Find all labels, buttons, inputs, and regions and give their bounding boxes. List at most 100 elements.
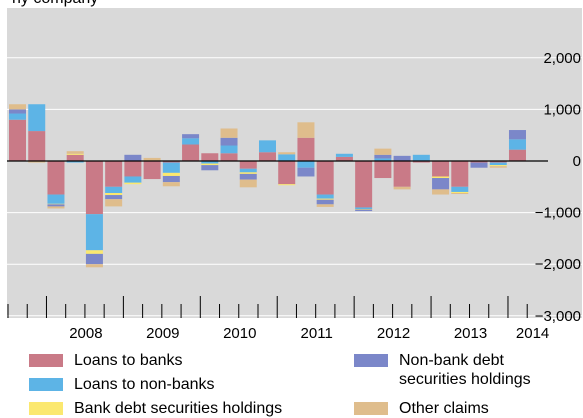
bar-segment	[355, 207, 373, 209]
bar-segment	[432, 161, 450, 177]
bar-segment	[393, 155, 411, 161]
bar-segment	[489, 166, 507, 168]
bar-segment	[47, 206, 65, 209]
bar-segment	[47, 203, 65, 205]
y-tick-label: 1,000	[543, 101, 581, 118]
bar-segment	[182, 144, 200, 161]
bar-segment	[105, 161, 123, 187]
bar-segment	[105, 199, 123, 207]
bar-segment	[143, 161, 161, 180]
bar-segment	[47, 194, 65, 204]
bar-segment	[489, 161, 507, 163]
bar-segment	[432, 176, 450, 179]
bar-segment	[297, 167, 315, 177]
bar-segment	[66, 161, 84, 163]
bar-segment	[239, 172, 257, 174]
bar-segment	[201, 165, 219, 171]
bar-segment	[412, 154, 430, 161]
bar-segment	[239, 173, 257, 180]
bar-segment	[451, 186, 469, 192]
bar-segment	[393, 186, 411, 190]
bar-segment	[9, 113, 26, 120]
y-axis: 2,000 1,000 0 −1,000 −2,000 −3,000	[535, 50, 581, 325]
x-tick-label: 2008	[69, 325, 102, 342]
bar-segment	[85, 253, 103, 265]
bar-segment	[28, 131, 46, 161]
bar-segment	[66, 153, 84, 155]
bar-segment	[278, 161, 296, 185]
bar-segment	[432, 178, 450, 190]
x-tick-label: 2011	[301, 325, 333, 342]
bar-segment	[316, 199, 334, 205]
bar-segment	[355, 208, 373, 210]
bar-segment	[220, 145, 238, 154]
bar-segment	[66, 151, 84, 154]
bar-segment	[201, 163, 219, 166]
bar-segment	[124, 161, 142, 177]
bar-segment	[278, 152, 296, 155]
bar-segment	[85, 264, 103, 268]
bar-segment	[220, 137, 238, 146]
bar-segment	[316, 194, 334, 199]
bar-segment	[182, 138, 200, 145]
bar-segment	[316, 161, 334, 195]
bar-segment	[278, 184, 296, 186]
x-tick-label: 2013	[454, 325, 487, 342]
bar-segment	[66, 154, 84, 161]
bar-segment	[220, 128, 238, 138]
bar-segment	[335, 153, 353, 157]
bar-segment	[508, 130, 526, 140]
x-tick-label: 2009	[146, 325, 179, 342]
bar-segment	[297, 137, 315, 161]
bar-segment	[47, 161, 65, 195]
bar-segment	[9, 104, 26, 110]
bars	[9, 104, 526, 268]
bar-segment	[201, 161, 219, 164]
bar-segment	[105, 186, 123, 193]
y-tick-label: −3,000	[535, 308, 581, 325]
bar-segment	[393, 161, 411, 187]
y-tick-label: −1,000	[535, 205, 581, 222]
bar-segment	[182, 134, 200, 139]
bar-segment	[124, 182, 142, 185]
bar-segment	[162, 161, 180, 163]
bar-segment	[258, 152, 276, 161]
bar-segment	[239, 179, 257, 188]
bar-segment	[316, 204, 334, 207]
bar-segment	[201, 153, 219, 161]
bar-segment	[355, 209, 373, 212]
bar-segment	[105, 192, 123, 196]
x-tick-label: 2012	[377, 325, 410, 342]
bar-segment	[124, 176, 142, 183]
bar-segment	[412, 161, 430, 163]
bar-segment	[162, 172, 180, 176]
bar-segment	[470, 161, 488, 163]
bar-segment	[297, 161, 315, 168]
bar-segment	[316, 198, 334, 200]
bar-segment	[508, 139, 526, 150]
bar-segment	[374, 154, 392, 159]
bar-segment	[143, 157, 161, 161]
y-tick-label: −2,000	[535, 256, 581, 273]
bar-segment	[451, 192, 469, 195]
bar-segment	[374, 148, 392, 155]
y-tick-label: 2,000	[543, 50, 581, 67]
bar-segment	[85, 250, 103, 254]
bar-segment	[489, 165, 507, 167]
bar-segment	[451, 161, 469, 187]
bar-segment	[162, 162, 180, 173]
bar-segment	[297, 122, 315, 138]
x-tick-label: 2014	[516, 325, 549, 342]
bar-segment	[28, 161, 46, 163]
bar-segment	[278, 154, 296, 161]
y-tick-label: 0	[573, 153, 581, 170]
bar-segment	[9, 109, 26, 114]
bar-segment	[374, 161, 392, 179]
bar-segment	[162, 182, 180, 187]
bar-segment	[28, 104, 46, 132]
bar-segment	[355, 161, 373, 208]
bar-segment	[508, 149, 526, 161]
bar-segment	[335, 156, 353, 161]
bar-segment	[47, 204, 65, 207]
